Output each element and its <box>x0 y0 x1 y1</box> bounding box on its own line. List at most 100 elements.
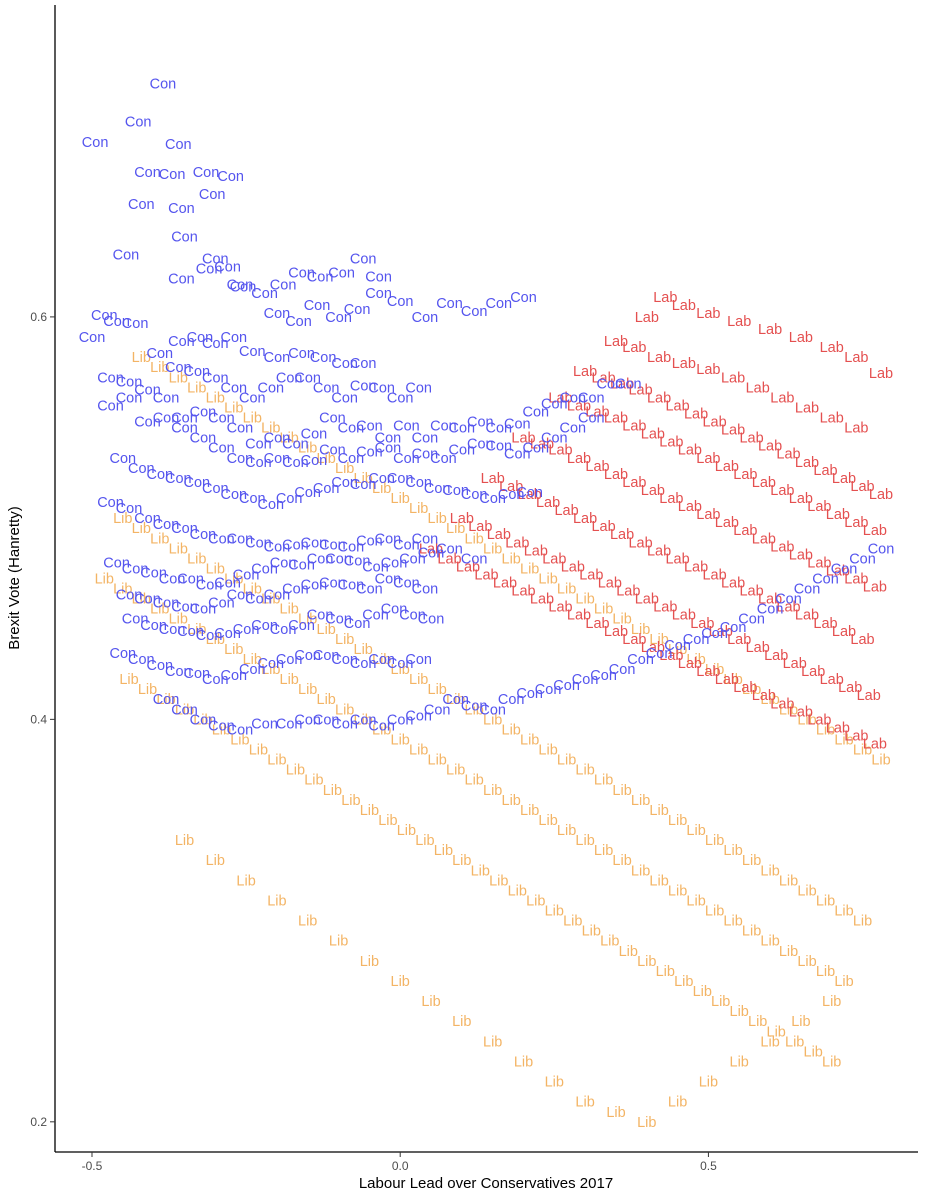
data-point-con: Con <box>350 656 377 672</box>
data-point-con: Con <box>146 467 173 483</box>
data-point-lib: Lib <box>113 582 132 598</box>
data-point-lib: Lib <box>280 431 299 447</box>
data-point-con: Con <box>418 545 445 561</box>
data-point-lib: Lib <box>502 722 521 738</box>
data-point-lib: Lib <box>693 984 712 1000</box>
data-point-lib: Lib <box>187 551 206 567</box>
data-point-con: Con <box>187 330 214 346</box>
data-point-con: Con <box>393 576 420 592</box>
data-point-con: Con <box>270 278 297 294</box>
data-point-con: Con <box>150 77 177 93</box>
data-point-lab: Lab <box>770 696 794 712</box>
data-point-con: Con <box>430 419 457 435</box>
data-point-lab: Lab <box>863 737 887 753</box>
data-point-lib: Lib <box>428 753 447 769</box>
data-point-con: Con <box>328 266 355 282</box>
data-point-lib: Lib <box>150 531 169 547</box>
data-point-lib: Lib <box>668 642 687 658</box>
data-point-con: Con <box>310 350 337 366</box>
data-point-lab: Lab <box>715 459 739 475</box>
data-point-lib: Lib <box>649 632 668 648</box>
data-point-con: Con <box>331 356 358 372</box>
data-point-lab: Lab <box>474 568 498 584</box>
data-point-con: Con <box>128 461 155 477</box>
data-point-lab: Lab <box>696 306 720 322</box>
data-point-lib: Lib <box>594 773 613 789</box>
data-point-lib: Lib <box>514 1054 533 1070</box>
data-point-lib: Lib <box>421 994 440 1010</box>
data-point-con: Con <box>430 451 457 467</box>
data-point-con: Con <box>331 652 358 668</box>
data-point-con: Con <box>227 451 254 467</box>
x-tick-label: -0.5 <box>82 1159 103 1173</box>
data-point-lab: Lab <box>622 632 646 648</box>
data-point-con: Con <box>301 427 328 443</box>
data-point-lib: Lib <box>360 803 379 819</box>
data-point-lab: Lab <box>684 559 708 575</box>
data-point-con: Con <box>516 686 543 702</box>
data-point-con: Con <box>202 252 229 268</box>
data-point-con: Con <box>399 551 426 567</box>
data-point-lab: Lab <box>647 543 671 559</box>
data-point-lib: Lib <box>791 1014 810 1030</box>
data-point-lib: Lib <box>354 642 373 658</box>
data-point-con: Con <box>171 521 198 537</box>
data-point-lab: Lab <box>813 463 837 479</box>
data-point-con: Con <box>257 380 284 396</box>
data-point-lab: Lab <box>857 688 881 704</box>
data-point-con: Con <box>165 471 192 487</box>
data-point-con: Con <box>220 330 247 346</box>
data-point-con: Con <box>233 568 260 584</box>
data-point-con: Con <box>239 344 266 360</box>
data-point-lib: Lib <box>132 592 151 608</box>
data-point-con: Con <box>288 557 315 573</box>
data-point-lib: Lib <box>538 813 557 829</box>
data-point-lib: Lib <box>705 662 724 678</box>
data-point-con: Con <box>288 346 315 362</box>
data-point-con: Con <box>368 471 395 487</box>
data-point-con: Con <box>485 296 512 312</box>
data-point-lib: Lib <box>138 682 157 698</box>
data-point-lib: Lib <box>156 692 175 708</box>
data-point-lib: Lib <box>526 894 545 910</box>
data-point-lib: Lib <box>354 712 373 728</box>
data-point-con: Con <box>775 592 802 608</box>
data-point-con: Con <box>251 286 278 302</box>
data-point-con: Con <box>230 280 257 296</box>
data-point-lab: Lab <box>727 314 751 330</box>
data-point-lib: Lib <box>119 672 138 688</box>
y-axis-title: Brexit Vote (Hanretty) <box>6 506 23 649</box>
data-point-lab: Lab <box>647 390 671 406</box>
data-point-con: Con <box>344 616 371 632</box>
data-point-con: Con <box>418 612 445 628</box>
data-point-lib: Lib <box>804 1044 823 1060</box>
data-point-lab: Lab <box>672 298 696 314</box>
data-point-lib: Lib <box>452 853 471 869</box>
data-point-con: Con <box>365 286 392 302</box>
data-point-con: Con <box>516 485 543 501</box>
data-point-lib: Lib <box>391 662 410 678</box>
data-point-con: Con <box>245 437 272 453</box>
data-point-lib: Lib <box>113 511 132 527</box>
data-point-lib: Lib <box>434 843 453 859</box>
data-point-lab: Lab <box>721 370 745 386</box>
data-point-con: Con <box>208 411 235 427</box>
data-point-lab: Lab <box>622 475 646 491</box>
data-point-lib: Lib <box>557 753 576 769</box>
data-point-lib: Lib <box>230 733 249 749</box>
data-point-lib: Lib <box>508 883 527 899</box>
data-point-con: Con <box>171 411 198 427</box>
data-point-lib: Lib <box>304 773 323 789</box>
data-point-lib: Lib <box>520 733 539 749</box>
data-point-con: Con <box>319 411 346 427</box>
data-point-lib: Lib <box>409 672 428 688</box>
data-point-con: Con <box>264 350 291 366</box>
data-point-lib: Lib <box>169 612 188 628</box>
data-point-lab: Lab <box>524 543 548 559</box>
data-point-con: Con <box>220 380 247 396</box>
data-point-lab: Lab <box>789 330 813 346</box>
data-point-con: Con <box>146 346 173 362</box>
data-point-con: Con <box>294 712 321 728</box>
data-point-lib: Lib <box>742 924 761 940</box>
data-point-lib: Lib <box>206 561 225 577</box>
